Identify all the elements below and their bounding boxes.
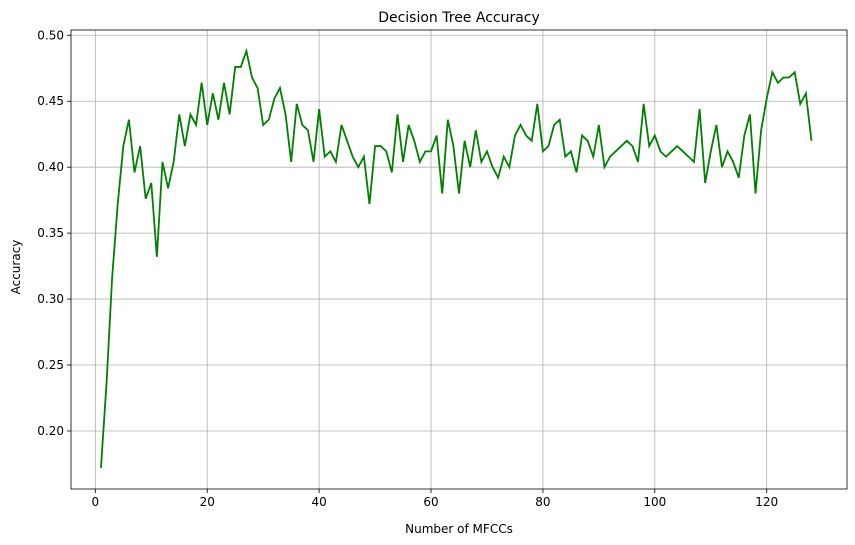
x-axis: 0 20 40 60 80 100 120 xyxy=(92,489,778,509)
y-tick-label: 0.40 xyxy=(37,160,64,174)
x-tick-label: 20 xyxy=(200,495,215,509)
y-tick-label: 0.45 xyxy=(37,94,64,108)
x-tick-label: 40 xyxy=(311,495,326,509)
x-axis-label: Number of MFCCs xyxy=(405,522,513,536)
y-tick-label: 0.50 xyxy=(37,28,64,42)
y-axis: 0.20 0.25 0.30 0.35 0.40 0.45 0.50 xyxy=(37,28,71,438)
y-tick-label: 0.20 xyxy=(37,424,64,438)
x-tick-label: 100 xyxy=(643,495,666,509)
chart-title: Decision Tree Accuracy xyxy=(378,10,540,26)
x-tick-label: 80 xyxy=(535,495,550,509)
plot-frame xyxy=(70,29,848,490)
series-line xyxy=(100,47,813,468)
x-tick-label: 60 xyxy=(423,495,438,509)
x-tick-label: 120 xyxy=(755,495,778,509)
y-tick-label: 0.25 xyxy=(37,358,64,372)
y-tick-label: 0.30 xyxy=(37,292,64,306)
x-tick-label: 0 xyxy=(92,495,100,509)
y-tick-label: 0.35 xyxy=(37,226,64,240)
grid-lines xyxy=(71,30,847,489)
y-axis-label: Accuracy xyxy=(9,240,23,295)
